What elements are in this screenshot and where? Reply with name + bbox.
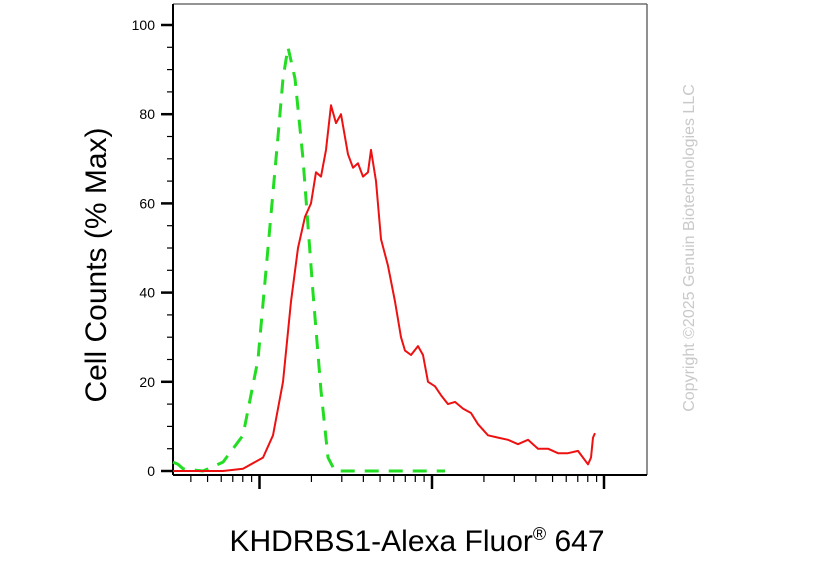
- plot-frame: [172, 3, 648, 476]
- x-axis-label-tail: 647: [546, 525, 605, 558]
- y-axis: 0 20 40 60 80 100: [132, 17, 173, 479]
- control-histogram-line: [172, 45, 445, 473]
- x-axis: [190, 475, 606, 489]
- y-axis-label: Cell Counts (% Max): [80, 127, 113, 403]
- y-tick-label: 20: [139, 374, 155, 390]
- series-layer: [172, 45, 596, 473]
- y-tick-label: 0: [147, 463, 155, 479]
- y-tick-label: 40: [139, 285, 155, 301]
- khdrbs1-histogram-line: [173, 104, 596, 472]
- y-tick-label: 60: [139, 195, 155, 211]
- x-axis-label: KHDRBS1-Alexa Fluor® 647: [0, 524, 834, 559]
- x-axis-label-main: KHDRBS1-Alexa Fluor: [229, 525, 533, 558]
- y-tick-label: 100: [132, 17, 156, 33]
- x-axis-label-registered-mark: ®: [532, 524, 547, 544]
- copyright-watermark: Copyright ©2025 Genuin Biotechnologies L…: [681, 84, 698, 412]
- y-tick-label: 80: [139, 106, 155, 122]
